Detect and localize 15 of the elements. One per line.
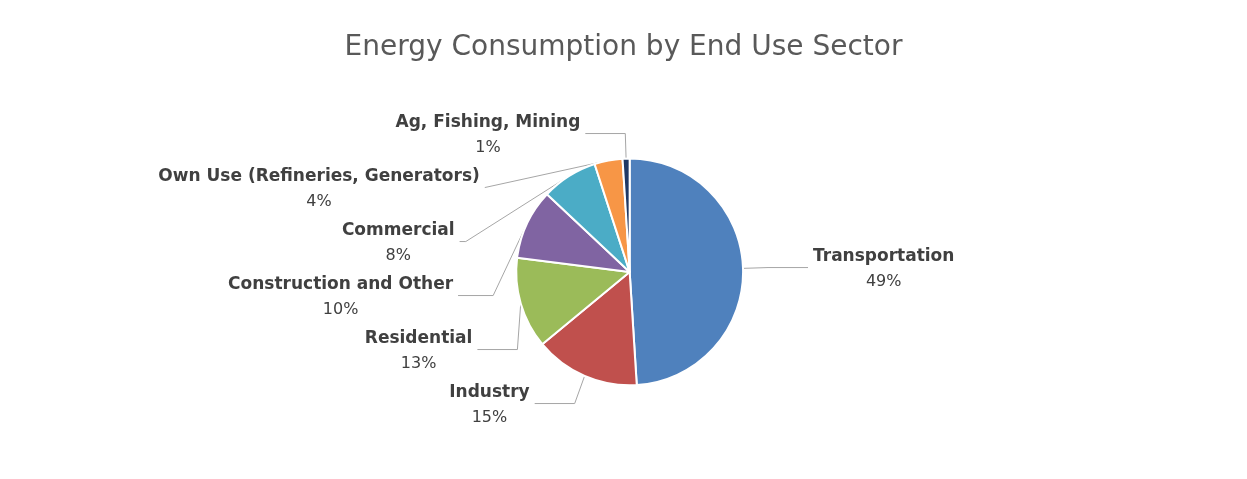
data-label: 49% <box>865 271 902 291</box>
slice-label: Commercial <box>341 218 455 239</box>
data-label: 15% <box>471 407 508 427</box>
data-label: 1% <box>475 137 501 157</box>
data-label: 13% <box>400 353 437 373</box>
slice-label: Industry <box>449 380 530 401</box>
slice-label: Own Use (Refineries, Generators) <box>158 164 480 185</box>
slice-label: Ag, Fishing, Mining <box>395 110 581 131</box>
slice-label: Transportation <box>813 244 955 265</box>
slice-label: Construction and Other <box>228 272 454 293</box>
data-label: 8% <box>385 245 411 265</box>
chart-title: Energy Consumption by End Use Sector <box>344 28 903 62</box>
data-label: 10% <box>322 299 359 319</box>
data-label: 4% <box>306 191 332 211</box>
slice-label: Residential <box>364 326 473 347</box>
